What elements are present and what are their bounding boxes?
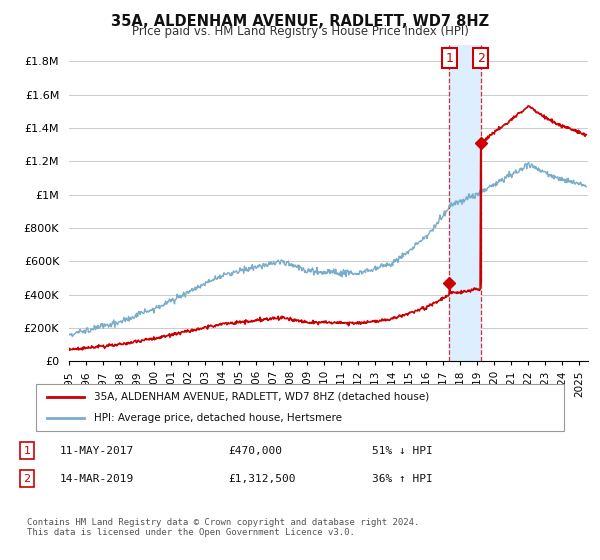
Text: 2: 2	[477, 52, 485, 64]
Text: 2: 2	[23, 474, 31, 484]
Text: 35A, ALDENHAM AVENUE, RADLETT, WD7 8HZ (detached house): 35A, ALDENHAM AVENUE, RADLETT, WD7 8HZ (…	[94, 392, 430, 402]
Text: 14-MAR-2019: 14-MAR-2019	[60, 474, 134, 484]
Text: 1: 1	[446, 52, 454, 64]
Text: 1: 1	[23, 446, 31, 456]
Bar	[449, 45, 481, 361]
Text: 36% ↑ HPI: 36% ↑ HPI	[372, 474, 433, 484]
Text: 11-MAY-2017: 11-MAY-2017	[60, 446, 134, 456]
Text: HPI: Average price, detached house, Hertsmere: HPI: Average price, detached house, Hert…	[94, 413, 342, 423]
Text: £470,000: £470,000	[228, 446, 282, 456]
FancyBboxPatch shape	[36, 384, 564, 431]
Text: £1,312,500: £1,312,500	[228, 474, 296, 484]
Text: Price paid vs. HM Land Registry's House Price Index (HPI): Price paid vs. HM Land Registry's House …	[131, 25, 469, 38]
Text: 51% ↓ HPI: 51% ↓ HPI	[372, 446, 433, 456]
Text: Contains HM Land Registry data © Crown copyright and database right 2024.
This d: Contains HM Land Registry data © Crown c…	[27, 518, 419, 538]
Text: 35A, ALDENHAM AVENUE, RADLETT, WD7 8HZ: 35A, ALDENHAM AVENUE, RADLETT, WD7 8HZ	[111, 14, 489, 29]
